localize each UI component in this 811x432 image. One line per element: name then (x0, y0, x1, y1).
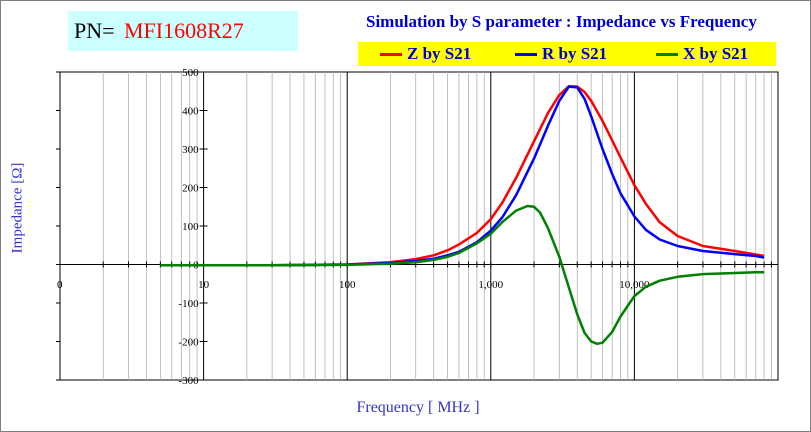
x-tick-label: 1,000 (478, 279, 503, 291)
y-tick-label: 400 (182, 106, 199, 118)
part-number-value: MFI1608R27 (124, 18, 244, 43)
y-axis-label: Impedance [Ω] (9, 162, 26, 254)
y-tick-label: -200 (178, 337, 199, 349)
series-lines (160, 84, 765, 346)
x-tick-label: 100 (339, 279, 356, 291)
legend-swatch-r (515, 53, 537, 56)
x-axis-label: Frequency [ MHz ] (356, 399, 480, 416)
x-tick-label: 0 (57, 279, 63, 291)
legend-label-x: X by S21 (683, 44, 749, 63)
part-number-prefix: PN= (74, 18, 115, 43)
y-tick-label: 200 (182, 183, 199, 195)
y-tick-label: 100 (182, 221, 199, 233)
grid-lines (59, 71, 779, 381)
y-tick-label: 500 (182, 67, 199, 79)
x-tick-label: 10,000 (619, 279, 650, 291)
y-tick-label: -300 (178, 375, 199, 387)
series-line-x (160, 204, 765, 346)
legend-label-z: Z by S21 (407, 44, 472, 63)
x-tick-label: 10 (198, 279, 210, 291)
legend-swatch-z (380, 53, 402, 56)
y-tick-label: -100 (178, 298, 199, 310)
chart-title: Simulation by S parameter : Impedance vs… (366, 12, 757, 31)
plot-border (59, 71, 779, 381)
legend: Z by S21 R by S21 X by S21 (358, 42, 776, 66)
series-line-z (160, 84, 765, 267)
legend-label-r: R by S21 (542, 44, 608, 63)
legend-swatch-x (656, 53, 678, 56)
y-tick-label: 300 (182, 144, 199, 156)
part-number-label: PN= MFI1608R27 (68, 11, 298, 51)
